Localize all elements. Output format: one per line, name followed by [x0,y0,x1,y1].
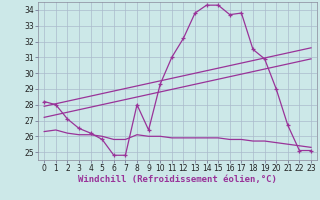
X-axis label: Windchill (Refroidissement éolien,°C): Windchill (Refroidissement éolien,°C) [78,175,277,184]
